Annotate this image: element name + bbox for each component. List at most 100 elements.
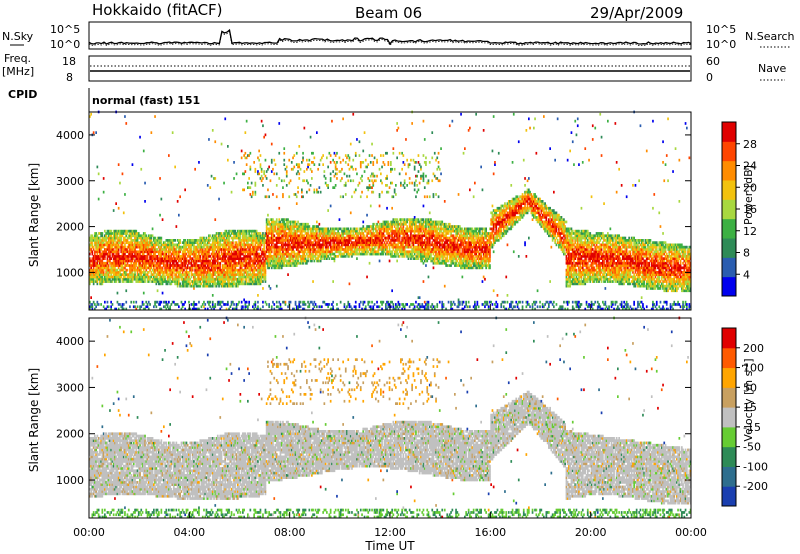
power-cell <box>371 246 373 249</box>
power-cell <box>395 303 397 306</box>
power-cell <box>177 262 179 265</box>
power-cell <box>233 280 235 283</box>
power-cell <box>371 154 373 157</box>
power-cell <box>162 292 164 295</box>
power-cell <box>296 232 298 235</box>
power-cell <box>219 264 221 267</box>
power-cell <box>191 262 193 265</box>
power-cell <box>218 285 220 288</box>
power-cell <box>344 303 346 306</box>
power-cell <box>364 234 366 237</box>
power-cell <box>198 301 200 304</box>
power-cell <box>266 195 268 198</box>
power-cell <box>379 305 381 308</box>
power-cell <box>203 305 205 308</box>
power-cell <box>290 223 292 226</box>
power-cell <box>265 253 267 256</box>
power-cell <box>231 250 233 253</box>
power-cell <box>400 182 402 185</box>
power-cell <box>319 223 321 226</box>
power-cell <box>250 246 252 249</box>
power-cell <box>103 305 105 308</box>
power-cell <box>335 184 337 187</box>
power-cell <box>364 170 366 173</box>
power-cell <box>336 168 338 171</box>
power-cell <box>255 305 257 308</box>
power-cell <box>267 218 269 221</box>
power-cell <box>250 193 252 196</box>
power-cell <box>304 253 306 256</box>
power-cell <box>161 237 163 240</box>
power-cell <box>144 278 146 281</box>
power-cell <box>349 168 351 171</box>
power-cell <box>272 232 274 235</box>
power-cell <box>241 157 243 160</box>
power-cell <box>173 262 175 265</box>
power-cell <box>356 173 358 176</box>
power-cell <box>90 248 92 251</box>
power-cell <box>265 301 267 304</box>
power-cell <box>317 191 319 194</box>
power-cell <box>306 191 308 194</box>
power-cell <box>122 264 124 267</box>
power-cell <box>265 276 267 279</box>
power-cell <box>330 173 332 176</box>
power-cell <box>202 303 204 306</box>
power-cell <box>351 195 353 198</box>
power-cell <box>292 157 294 160</box>
power-cell <box>334 175 336 178</box>
power-cell <box>202 248 204 251</box>
power-cell <box>186 246 188 249</box>
power-cell <box>214 140 216 143</box>
power-cell <box>281 232 283 235</box>
power-cell <box>191 276 193 279</box>
power-cell <box>212 294 214 297</box>
power-cell <box>120 237 122 240</box>
power-cell <box>107 257 109 260</box>
power-cell <box>366 195 368 198</box>
power-cell <box>327 255 329 258</box>
power-cell <box>396 157 398 160</box>
power-cell <box>376 301 378 304</box>
power-cell <box>192 257 194 260</box>
power-cell <box>281 179 283 182</box>
power-cell <box>262 177 264 180</box>
power-cell <box>383 301 385 304</box>
power-cell <box>280 303 282 306</box>
power-cell <box>154 253 156 256</box>
power-cell <box>285 168 287 171</box>
freq-panel: Freq. [MHz] 18 8 60 0 Nave <box>2 52 786 84</box>
power-cell <box>211 175 213 178</box>
power-cell <box>94 253 96 256</box>
power-cell <box>322 163 324 166</box>
power-cell <box>181 248 183 251</box>
power-cell <box>345 161 347 164</box>
power-cell <box>312 253 314 256</box>
power-cell <box>104 257 106 260</box>
power-cell <box>370 305 372 308</box>
power-cell <box>246 163 248 166</box>
power-cell <box>114 267 116 270</box>
power-cell <box>248 177 250 180</box>
power-cell <box>242 278 244 281</box>
power-cell <box>371 186 373 189</box>
power-cell <box>233 177 235 180</box>
power-cell <box>182 305 184 308</box>
power-cell <box>291 253 293 256</box>
power-cell <box>340 170 342 173</box>
power-cell <box>389 260 391 263</box>
power-cell <box>151 131 153 134</box>
power-cell <box>217 239 219 242</box>
power-cell <box>230 248 232 251</box>
power-cell <box>179 241 181 244</box>
power-cell <box>262 301 264 304</box>
power-cell <box>399 237 401 240</box>
power-cell <box>173 301 175 304</box>
power-cell <box>349 303 351 306</box>
nave-right-tick-top: 60 <box>706 55 720 68</box>
power-cell <box>189 278 191 281</box>
power-cell <box>271 267 273 270</box>
power-cell <box>314 246 316 249</box>
power-cell <box>293 228 295 231</box>
power-cell <box>309 225 311 228</box>
